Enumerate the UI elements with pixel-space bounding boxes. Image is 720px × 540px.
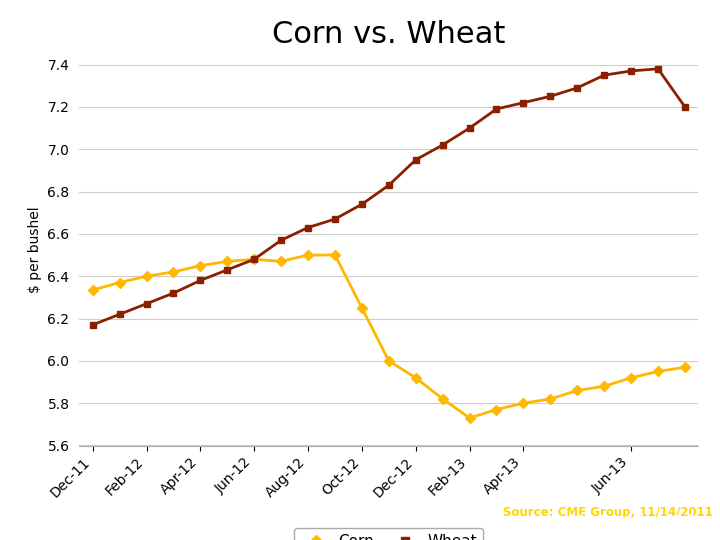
Y-axis label: $ per bushel: $ per bushel bbox=[28, 206, 42, 293]
Legend: Corn, Wheat: Corn, Wheat bbox=[294, 528, 483, 540]
Text: Extension and Outreach/Department of Economics: Extension and Outreach/Department of Eco… bbox=[7, 517, 272, 528]
Text: IOWA STATE UNIVERSITY: IOWA STATE UNIVERSITY bbox=[7, 506, 213, 520]
Title: Corn vs. Wheat: Corn vs. Wheat bbox=[272, 20, 505, 49]
Text: Source: CME Group, 11/14/2011: Source: CME Group, 11/14/2011 bbox=[503, 506, 713, 519]
Text: Ag Decision Maker: Ag Decision Maker bbox=[575, 515, 713, 528]
